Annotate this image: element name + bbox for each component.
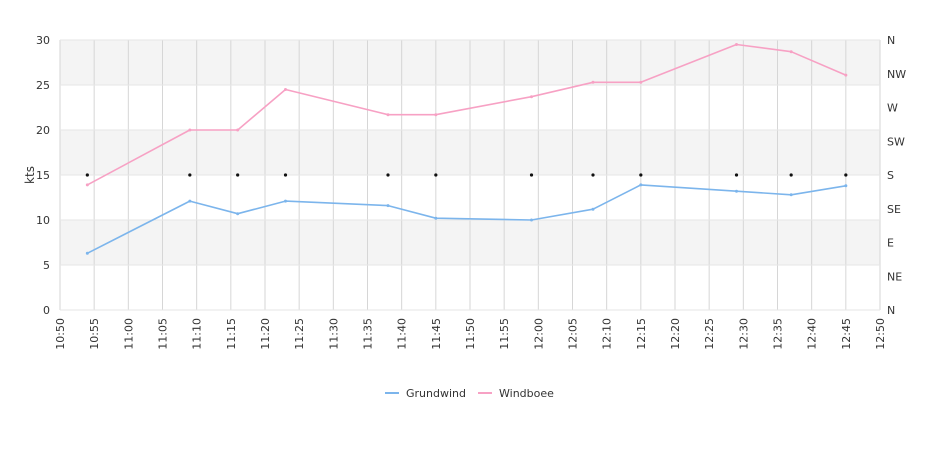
x-tick-label: 12:40 <box>806 318 819 350</box>
y2-tick-label: NE <box>887 270 902 283</box>
y-tick-label: 15 <box>36 169 50 182</box>
y2-tick-label: NW <box>887 68 906 81</box>
x-tick-label: 12:35 <box>772 318 785 350</box>
y-tick-label: 10 <box>36 214 50 227</box>
data-point[interactable] <box>530 95 533 99</box>
x-tick-label: 11:15 <box>225 318 238 350</box>
series-line-windboee[interactable] <box>86 43 847 186</box>
data-point[interactable] <box>639 80 643 84</box>
x-tick-label: 11:35 <box>362 318 375 350</box>
x-tick-label: 11:20 <box>259 318 272 350</box>
x-tick-label: 11:10 <box>191 318 204 350</box>
x-tick-label: 11:30 <box>327 318 340 350</box>
series-lines <box>85 43 848 255</box>
legend-label: Windboee <box>499 387 554 400</box>
direction-marker <box>236 173 240 177</box>
data-point[interactable] <box>591 80 595 84</box>
x-tick-label: 12:15 <box>635 318 648 350</box>
data-point[interactable] <box>639 183 643 187</box>
x-tick-label: 11:00 <box>122 318 135 350</box>
x-tick-label: 11:25 <box>293 318 306 350</box>
y2-tick-label: SE <box>887 203 901 216</box>
data-point[interactable] <box>530 218 533 222</box>
data-point[interactable] <box>434 216 438 220</box>
legend-item-grundwind[interactable]: Grundwind <box>385 387 466 400</box>
x-tick-label: 10:55 <box>88 318 101 350</box>
y-axis-left: 0 5 10 15 20 25 30 <box>36 34 50 317</box>
x-tick-label: 11:40 <box>396 318 409 350</box>
y-tick-label: 30 <box>36 34 50 47</box>
data-point[interactable] <box>591 207 595 211</box>
legend-item-windboee[interactable]: Windboee <box>478 387 554 400</box>
data-point[interactable] <box>844 184 848 188</box>
x-tick-label: 11:45 <box>430 318 443 350</box>
y2-tick-label: W <box>887 102 898 115</box>
data-point[interactable] <box>188 128 192 132</box>
data-point[interactable] <box>284 199 287 203</box>
direction-marker <box>844 173 848 177</box>
x-tick-label: 11:05 <box>157 318 170 350</box>
legend-label: Grundwind <box>406 387 466 400</box>
direction-marker <box>188 173 192 177</box>
direction-marker <box>85 173 89 177</box>
x-tick-label: 12:00 <box>532 318 545 350</box>
y2-tick-label: E <box>887 237 894 250</box>
direction-marker <box>434 173 438 177</box>
data-point[interactable] <box>789 50 793 54</box>
x-tick-label: 11:55 <box>498 318 511 350</box>
x-tick-label: 12:10 <box>601 318 614 350</box>
x-tick-label: 10:50 <box>54 318 67 350</box>
data-point[interactable] <box>386 113 390 117</box>
legend[interactable]: Grundwind Windboee <box>385 387 554 400</box>
x-tick-label: 12:20 <box>669 318 682 350</box>
series-line-grundwind[interactable] <box>86 184 846 255</box>
x-tick-label: 11:50 <box>464 318 477 350</box>
data-point[interactable] <box>434 113 438 117</box>
y2-tick-label: N <box>887 34 895 47</box>
direction-marker <box>639 173 643 177</box>
data-point[interactable] <box>85 183 89 187</box>
x-tick-label: 12:05 <box>567 318 580 350</box>
x-axis: 10:50 10:55 11:00 11:05 11:10 11:15 11:20 11:25… <box>54 318 887 350</box>
direction-marker <box>591 173 595 177</box>
y-tick-label: 25 <box>36 79 50 92</box>
y2-tick-label: S <box>887 169 894 182</box>
y-tick-label: 20 <box>36 124 50 137</box>
data-point[interactable] <box>236 212 240 216</box>
x-tick-label: 12:30 <box>737 318 750 350</box>
y2-tick-label: N <box>887 304 895 317</box>
x-tick-label: 12:45 <box>840 318 853 350</box>
direction-marker <box>386 173 390 177</box>
y-tick-label: 0 <box>43 304 50 317</box>
y-tick-label: 5 <box>43 259 50 272</box>
y-axis-right: N NE E SE S SW W NW N <box>887 34 906 317</box>
x-tick-label: 12:25 <box>703 318 716 350</box>
data-point[interactable] <box>735 43 738 46</box>
direction-marker <box>734 173 739 177</box>
data-point[interactable] <box>236 128 240 132</box>
grid-lines <box>59 39 881 311</box>
direction-markers <box>85 173 848 177</box>
data-point[interactable] <box>386 204 390 208</box>
data-point[interactable] <box>85 251 89 255</box>
direction-marker <box>529 173 534 177</box>
data-point[interactable] <box>284 88 287 91</box>
data-point[interactable] <box>735 189 738 193</box>
data-point[interactable] <box>844 73 848 77</box>
x-tick-label: 12:50 <box>874 318 887 350</box>
direction-marker <box>789 173 793 177</box>
direction-marker <box>283 173 288 177</box>
y2-tick-label: SW <box>887 135 905 148</box>
data-point[interactable] <box>188 199 192 203</box>
data-point[interactable] <box>789 193 793 197</box>
y-axis-title: kts <box>23 166 37 184</box>
